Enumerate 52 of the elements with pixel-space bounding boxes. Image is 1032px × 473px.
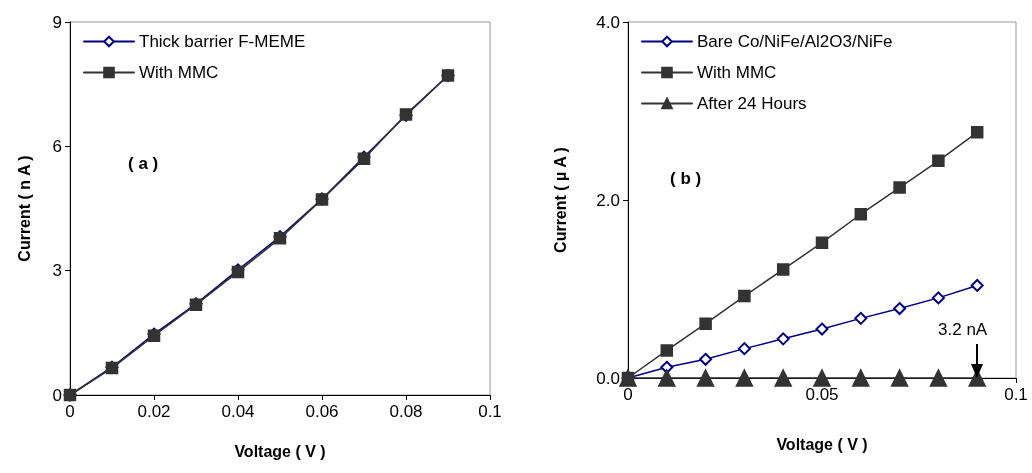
- legend-label: Bare Co/NiFe/Al2O3/NiFe: [697, 32, 893, 51]
- y-tick-label: 2.0: [596, 190, 620, 210]
- point: [852, 369, 870, 387]
- y-tick-label: 6: [52, 136, 62, 156]
- legend-label: Thick barrier F-MEME: [139, 32, 306, 51]
- point: [929, 369, 948, 387]
- y-axis-title: Current ( n A ): [15, 155, 33, 262]
- point: [815, 236, 829, 249]
- x-tick-label: 0: [623, 385, 633, 404]
- point: [854, 207, 868, 221]
- point: [658, 369, 676, 387]
- point: [738, 289, 751, 303]
- point: [699, 352, 713, 366]
- point: [660, 344, 674, 357]
- y-tick-label: 9: [52, 12, 62, 32]
- x-tick-label: 0.04: [221, 402, 255, 421]
- point: [893, 181, 906, 194]
- point: [776, 332, 790, 346]
- point: [854, 311, 868, 325]
- x-tick-label: 0.05: [805, 385, 839, 404]
- x-axis-title: Voltage ( V ): [776, 435, 868, 453]
- y-axis-title: Current ( µ A ): [551, 147, 569, 253]
- point: [735, 369, 754, 387]
- annotation: ( b ): [670, 169, 702, 188]
- legend-label: With MMC: [139, 63, 219, 82]
- legend-label: With MMC: [697, 63, 777, 82]
- point: [699, 317, 712, 330]
- point: [931, 291, 945, 305]
- annotation: 3.2 nA: [937, 319, 988, 340]
- x-tick-label: 0.02: [137, 402, 171, 421]
- point: [970, 126, 984, 139]
- x-axis-title: Voltage ( V ): [234, 442, 326, 460]
- y-tick-label: 4.0: [596, 12, 620, 32]
- annotation: ( a ): [128, 154, 159, 173]
- point: [970, 278, 984, 292]
- point: [737, 342, 751, 356]
- x-tick-label: 0: [65, 402, 75, 421]
- y-tick-label: 3: [52, 261, 62, 281]
- point: [932, 154, 945, 168]
- legend-label: After 24 Hours: [697, 94, 807, 113]
- x-tick-label: 0.1: [478, 402, 502, 421]
- point: [774, 369, 792, 387]
- point: [893, 302, 907, 316]
- point: [696, 369, 715, 387]
- x-tick-label: 0.08: [389, 402, 423, 421]
- point: [776, 263, 790, 276]
- point: [890, 369, 909, 387]
- x-tick-label: 0.06: [305, 402, 339, 421]
- point: [813, 369, 831, 387]
- x-tick-label: 0.1: [1004, 385, 1028, 404]
- y-tick-label: 0.0: [596, 368, 620, 388]
- point: [815, 322, 829, 336]
